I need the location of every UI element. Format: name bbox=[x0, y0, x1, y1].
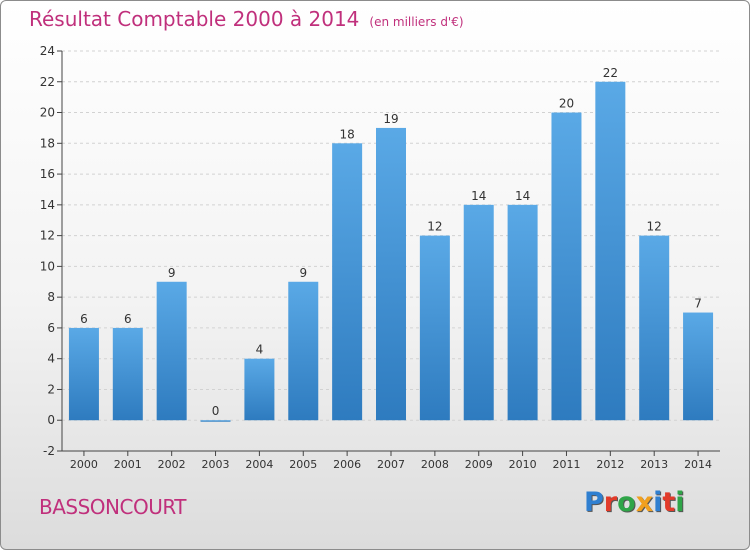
y-tick-label: 18 bbox=[40, 136, 55, 150]
x-tick-label: 2009 bbox=[465, 458, 493, 471]
x-tick-label: 2008 bbox=[421, 458, 449, 471]
x-tick-label: 2014 bbox=[684, 458, 712, 471]
logo-letter: P bbox=[584, 487, 604, 518]
x-tick-label: 2011 bbox=[552, 458, 580, 471]
x-tick-label: 2012 bbox=[596, 458, 624, 471]
bar bbox=[551, 112, 582, 421]
bar bbox=[244, 358, 275, 421]
data-label: 12 bbox=[427, 220, 442, 234]
y-tick-label: 22 bbox=[40, 75, 55, 89]
x-tick-label: 2010 bbox=[509, 458, 537, 471]
bars bbox=[68, 81, 714, 422]
y-tick-label: -2 bbox=[43, 444, 55, 458]
y-tick-label: 16 bbox=[40, 167, 55, 181]
data-label: 14 bbox=[471, 189, 486, 203]
x-tick-label: 2003 bbox=[202, 458, 230, 471]
x-tick-label: 2004 bbox=[245, 458, 273, 471]
y-tick-label: 10 bbox=[40, 259, 55, 273]
logo-letter: t bbox=[662, 487, 676, 518]
data-label: 6 bbox=[124, 312, 132, 326]
data-label: 18 bbox=[339, 127, 354, 141]
data-label: 6 bbox=[80, 312, 88, 326]
logo-letter: x bbox=[635, 487, 654, 518]
bar bbox=[419, 235, 450, 421]
axes bbox=[57, 50, 720, 456]
logo-letter: i bbox=[653, 487, 663, 518]
bar bbox=[507, 204, 538, 421]
y-tick-label: 4 bbox=[47, 352, 55, 366]
x-tick-label: 2005 bbox=[289, 458, 317, 471]
y-tick-label: 12 bbox=[40, 229, 55, 243]
bar bbox=[112, 327, 143, 421]
x-tick-label: 2006 bbox=[333, 458, 361, 471]
data-label: 7 bbox=[694, 297, 702, 311]
unit-note: (en milliers d'€) bbox=[369, 15, 464, 29]
data-label: 22 bbox=[603, 66, 618, 80]
location-name: BASSONCOURT bbox=[39, 495, 187, 519]
y-tick-label: 6 bbox=[47, 321, 55, 335]
y-tick-label: 20 bbox=[40, 106, 55, 120]
bar bbox=[376, 127, 406, 421]
data-label: 14 bbox=[515, 189, 530, 203]
data-label: 12 bbox=[647, 220, 662, 234]
y-tick-label: 2 bbox=[47, 382, 55, 396]
data-label: 4 bbox=[256, 343, 264, 357]
bar bbox=[68, 327, 99, 421]
x-tick-label: 2002 bbox=[158, 458, 186, 471]
title-text: Résultat Comptable 2000 à 2014 bbox=[29, 7, 360, 31]
data-label: 0 bbox=[212, 404, 220, 418]
logo-letter: i bbox=[675, 487, 685, 518]
x-tick-label: 2007 bbox=[377, 458, 405, 471]
logo-letter: o bbox=[617, 487, 636, 518]
y-tick-label: 8 bbox=[47, 290, 55, 304]
x-tick-label: 2001 bbox=[114, 458, 142, 471]
y-tick-label: 24 bbox=[40, 44, 55, 58]
bar bbox=[332, 143, 363, 421]
bar bbox=[639, 235, 670, 421]
bar bbox=[288, 281, 319, 421]
y-tick-label: 0 bbox=[47, 413, 55, 427]
proxiti-logo[interactable]: Proxiti bbox=[584, 487, 685, 518]
bar bbox=[683, 312, 714, 421]
chart-title: Résultat Comptable 2000 à 2014 (en millie… bbox=[29, 7, 464, 31]
bar bbox=[463, 204, 494, 421]
x-tick-label: 2000 bbox=[70, 458, 98, 471]
bar bbox=[156, 281, 187, 421]
y-tick-label: 14 bbox=[40, 198, 55, 212]
labels: -202468101214161820222462000620019200202… bbox=[40, 44, 712, 471]
data-label: 9 bbox=[168, 266, 176, 280]
logo-letter: r bbox=[603, 487, 618, 518]
bar bbox=[595, 81, 626, 421]
bar bbox=[200, 420, 231, 422]
data-label: 9 bbox=[299, 266, 307, 280]
x-tick-label: 2013 bbox=[640, 458, 668, 471]
data-label: 19 bbox=[383, 112, 398, 126]
data-label: 20 bbox=[559, 97, 574, 111]
